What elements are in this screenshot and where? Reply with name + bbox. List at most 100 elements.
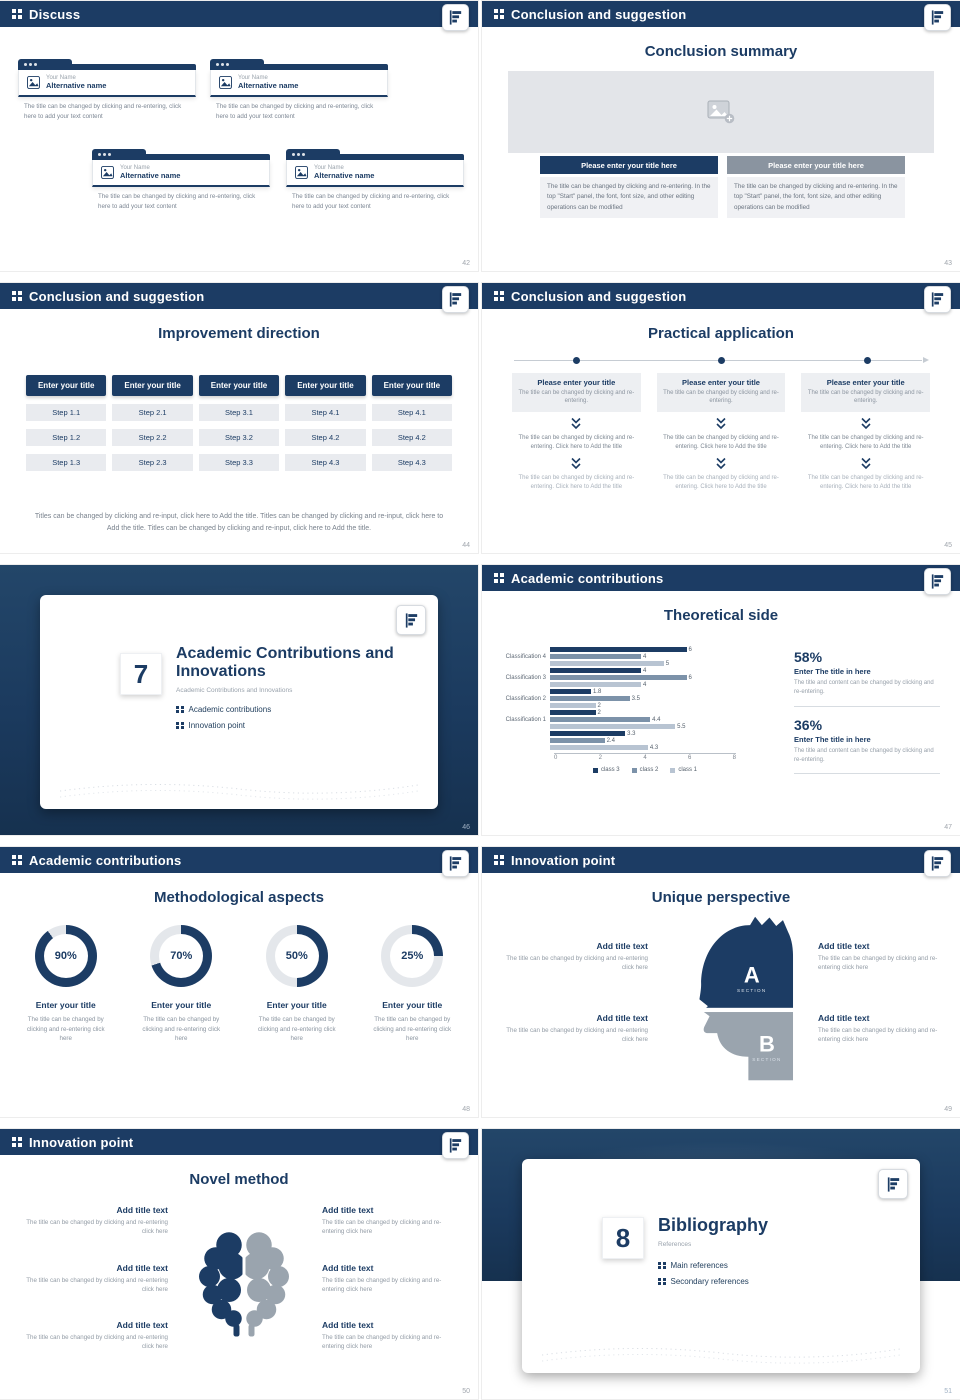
slide-header: Innovation point (482, 847, 960, 873)
step-box[interactable]: Step 2.3 (112, 454, 193, 471)
slide-48[interactable]: Academic contributions Methodological as… (0, 847, 478, 1117)
donut-title: Enter your title (382, 1000, 443, 1010)
slide-46[interactable]: 7 Academic Contributions and Innovations… (0, 565, 478, 835)
step-box[interactable]: Step 4.1 (285, 404, 366, 421)
titled-text-block: Add title text The title can be changed … (322, 1263, 462, 1295)
bar-chart-groups: Classification 4 6 4 5 Classification 3 4 6 4 Cl… (498, 646, 774, 751)
flow-title-box[interactable]: Please enter your title The title can be… (656, 373, 786, 412)
step-box[interactable]: Step 3.1 (198, 404, 280, 421)
flow-step-text: The title can be changed by clicking and… (663, 474, 779, 490)
brand-logo (442, 1132, 469, 1159)
folder-tab (92, 149, 270, 160)
title-button[interactable]: Please enter your title here (540, 156, 718, 174)
slide-header-title: Discuss (29, 6, 81, 22)
column-title-button[interactable]: Enter your title (198, 375, 280, 396)
step-box[interactable]: Step 4.3 (285, 454, 366, 471)
double-chevron-down-icon (571, 417, 581, 429)
folder-card[interactable]: Your Name Alternative name The title can… (18, 59, 196, 121)
step-box[interactable]: Step 2.1 (112, 404, 193, 421)
flow-step-text: The title can be changed by clicking and… (807, 474, 924, 490)
step-box[interactable]: Step 4.3 (371, 454, 453, 471)
arrow-right-icon (923, 357, 929, 363)
slide-51[interactable]: 8 Bibliography References Main reference… (482, 1129, 960, 1399)
slide-45[interactable]: Conclusion and suggestion Practical appl… (482, 283, 960, 553)
bar (550, 731, 626, 736)
step-box[interactable]: Step 4.2 (371, 429, 453, 446)
slide-42[interactable]: Discuss Your Name Alternative name The t… (0, 1, 478, 271)
item-title: Add title text (818, 941, 870, 951)
grid-squares-icon (494, 291, 504, 301)
double-chevron-down-icon (861, 457, 871, 469)
flow-title-box[interactable]: Please enter your title The title can be… (512, 373, 641, 412)
step-box[interactable]: Step 1.3 (26, 454, 107, 471)
axis-tick-label: 8 (732, 755, 736, 761)
section-card: 7 Academic Contributions and Innovations… (40, 595, 438, 809)
slide-44[interactable]: Conclusion and suggestion Improvement di… (0, 283, 478, 553)
title-button[interactable]: Please enter your title here (727, 156, 905, 174)
slide-header: Academic contributions (482, 565, 960, 591)
donut-percent: 25% (390, 934, 435, 978)
slide-header: Academic contributions (0, 847, 478, 873)
bar-value-label: 4.3 (649, 744, 659, 751)
wave-decoration (542, 1347, 900, 1364)
item-body: The title can be changed by clicking and… (818, 955, 938, 972)
flow-step-text: The title can be changed by clicking and… (518, 474, 635, 490)
column-body-text: The title can be changed by clicking and… (727, 177, 905, 219)
column-title-button[interactable]: Enter your title (26, 375, 107, 396)
bar (550, 696, 630, 701)
step-box[interactable]: Step 4.1 (371, 404, 453, 421)
slide-47[interactable]: Academic contributions Theoretical side … (482, 565, 960, 835)
card-alt-name: Alternative name (238, 81, 299, 90)
item-body: The title can be changed by clicking and… (26, 1276, 168, 1293)
page-number: 44 (462, 542, 470, 549)
step-box[interactable]: Step 4.2 (285, 429, 366, 446)
folder-card[interactable]: Your Name Alternative name The title can… (210, 59, 388, 121)
bar (550, 689, 591, 694)
step-box[interactable]: Step 1.1 (26, 404, 107, 421)
bar-value-label: 2 (597, 702, 601, 709)
double-chevron-down-icon (861, 417, 871, 429)
grid-squares-icon (12, 855, 22, 865)
card-alt-name: Alternative name (46, 81, 107, 90)
axis-tick-label: 2 (598, 755, 602, 761)
slide-49[interactable]: Innovation point Unique perspective Add … (482, 847, 960, 1117)
donut-body: The title can be changed by clicking and… (26, 1016, 105, 1043)
step-box[interactable]: Step 1.2 (26, 429, 107, 446)
flow-box-title: Please enter your title (537, 378, 616, 387)
stat-body: The title and content can be changed by … (794, 680, 934, 696)
section-a-label: SECTION (737, 988, 766, 993)
stat-block: 58% Enter The title in here The title an… (794, 649, 940, 707)
slide-title: Unique perspective (651, 889, 791, 906)
grid-squares-icon (494, 573, 504, 583)
column-title-button[interactable]: Enter your title (112, 375, 193, 396)
column-title-button[interactable]: Enter your title (285, 375, 366, 396)
item-body: The title can be changed by clicking and… (26, 1219, 168, 1236)
flow-title-box[interactable]: Please enter your title The title can be… (801, 373, 931, 412)
folder-card[interactable]: Your Name Alternative name The title can… (286, 149, 464, 211)
donut-body: The title can be changed by clicking and… (373, 1016, 452, 1043)
step-column: Enter your title Step 3.1 Step 3.2 Step 3.… (198, 375, 280, 471)
slide-header-title: Innovation point (29, 1134, 134, 1150)
s45-cols: Please enter your title The title can be… (512, 373, 931, 492)
titled-text-block: Add title text The title can be changed … (818, 1013, 944, 1045)
step-box[interactable]: Step 3.3 (198, 454, 280, 471)
column-title-button[interactable]: Enter your title (371, 375, 453, 396)
grid-squares-icon (658, 1277, 666, 1286)
step-column: Enter your title Step 4.1 Step 4.2 Step 4.… (371, 375, 453, 471)
item-body: The title can be changed by clicking and… (322, 1334, 442, 1351)
card-identity: Your Name Alternative name (286, 160, 464, 187)
slide-43[interactable]: Conclusion and suggestion Conclusion sum… (482, 1, 960, 271)
step-box[interactable]: Step 3.2 (198, 429, 280, 446)
slide-50[interactable]: Innovation point Novel method Add title … (0, 1129, 478, 1399)
bar-value-label: 6 (688, 646, 692, 653)
stat-body: The title and content can be changed by … (794, 747, 934, 763)
step-box[interactable]: Step 2.2 (112, 429, 193, 446)
image-placeholder[interactable] (508, 71, 934, 153)
chart-category-label: Classification 2 (505, 695, 546, 702)
folder-card[interactable]: Your Name Alternative name The title can… (92, 149, 270, 211)
donut-percent: 70% (159, 934, 204, 978)
bar-value-label: 4 (643, 653, 647, 660)
brand-logo (924, 286, 951, 313)
step-column: Enter your title Step 2.1 Step 2.2 Step 2.… (112, 375, 193, 471)
